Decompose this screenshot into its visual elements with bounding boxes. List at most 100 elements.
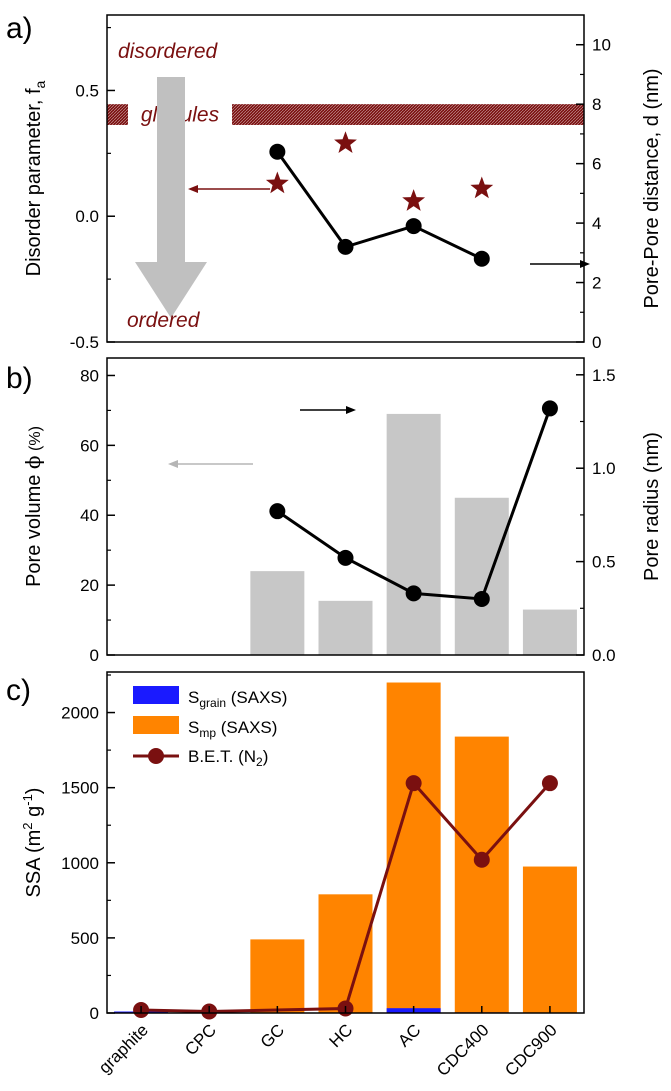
panel-b-right-tick-label: 0.0 bbox=[592, 646, 616, 665]
pore-volume-bar-CDC900 bbox=[522, 609, 577, 655]
left-axis-arrow-head bbox=[188, 185, 198, 193]
pore-distance-line bbox=[276, 150, 483, 261]
annotation-ordered: ordered bbox=[127, 309, 201, 332]
star-point-AC bbox=[402, 189, 426, 211]
panel-b-right-tick-label: 1.5 bbox=[592, 366, 616, 385]
legend-swatch-smp bbox=[133, 716, 179, 734]
panel-a-right-tick-label: 0 bbox=[592, 333, 601, 352]
pore-distance-point-CDC400 bbox=[473, 250, 490, 267]
panel-c-left-tick-label: 1000 bbox=[61, 854, 99, 873]
panel-c-ylabel-sup2: -1 bbox=[20, 794, 35, 806]
smp-bar-CDC400 bbox=[454, 736, 509, 1013]
panel-a-label: a) bbox=[6, 12, 33, 45]
panel-a-right-tick-label: 2 bbox=[592, 274, 601, 293]
panel-b-ylabel-left-main: Pore volume bbox=[23, 469, 45, 587]
panel-c-label: c) bbox=[6, 674, 31, 707]
star-point-HC bbox=[334, 131, 357, 153]
pore-radius-point-HC bbox=[337, 549, 354, 566]
bars-axis-arrow-head bbox=[168, 460, 178, 468]
pore-distance-point-AC bbox=[405, 218, 422, 235]
x-tick-label-CDC900: CDC900 bbox=[501, 1020, 561, 1080]
legend-bet-sub: 2 bbox=[256, 755, 263, 769]
panel-c-ylabel: SSA (m2 g-1) bbox=[20, 788, 45, 898]
legend-bet-main: B.E.T. (N bbox=[188, 747, 256, 766]
x-tick-label-AC: AC bbox=[394, 1020, 424, 1050]
legend-swatch-sgrain bbox=[133, 686, 179, 704]
panel-a-right-tick-label: 10 bbox=[592, 36, 611, 55]
panel-c-ylabel-main: SSA (m bbox=[23, 830, 45, 898]
star-point-GC bbox=[265, 171, 289, 194]
panel-a-ylabel-left-main: Disorder parameter, f bbox=[23, 88, 45, 276]
x-tick-label-graphite: graphite bbox=[95, 1020, 152, 1077]
panel-b-frame bbox=[106, 357, 585, 656]
bet-point-CDC400 bbox=[473, 851, 490, 868]
star-point-CDC400 bbox=[470, 176, 494, 199]
legend-sgrain-main: S bbox=[188, 688, 199, 707]
smp-bar-GC bbox=[250, 939, 305, 1013]
panel-b-ylabel-left-unit: (%) bbox=[27, 426, 44, 455]
panel-a-frame bbox=[106, 14, 585, 343]
legend-label-smp: Smp (SAXS) bbox=[188, 718, 277, 740]
order-arrow bbox=[135, 77, 207, 318]
smp-bar-CDC900 bbox=[522, 866, 577, 1013]
legend-label-sgrain: Sgrain (SAXS) bbox=[188, 688, 287, 710]
panel-c-left-tick-label: 0 bbox=[90, 1004, 99, 1023]
pore-volume-bar-AC bbox=[386, 413, 441, 655]
right-axis-arrow-head bbox=[580, 260, 590, 268]
legend-marker-bet bbox=[148, 748, 164, 764]
legend-sgrain-sub: grain bbox=[199, 696, 226, 710]
annotation-disordered: disordered bbox=[118, 40, 219, 63]
panel-c-ylabel-sup1: 2 bbox=[20, 822, 35, 829]
legend-smp-suffix: (SAXS) bbox=[216, 718, 277, 737]
panel-a-ylabel-right: Pore-Pore distance, d (nm) bbox=[641, 68, 663, 308]
x-tick-label-HC: HC bbox=[326, 1020, 357, 1051]
panel-a-ylabel-left-sub: a bbox=[32, 80, 48, 88]
panel-b-label: b) bbox=[6, 362, 33, 395]
x-tick-label-GC: GC bbox=[257, 1020, 288, 1051]
panel-a-right-tick-label: 8 bbox=[592, 95, 601, 114]
panel-c-ylabel-end: ) bbox=[23, 788, 45, 795]
panel-b-ylabel-left: Pore volume ϕ (%) bbox=[21, 426, 45, 587]
panel-c-left-tick-label: 1500 bbox=[61, 779, 99, 798]
panel-a-left-tick-label: 0.0 bbox=[75, 207, 99, 226]
pore-distance-point-GC bbox=[269, 143, 286, 160]
panel-b-left-tick-label: 60 bbox=[80, 436, 99, 455]
panel-b-left-tick-label: 0 bbox=[90, 646, 99, 665]
x-tick-label-CDC400: CDC400 bbox=[433, 1020, 493, 1080]
panel-c-ylabel-mid: g bbox=[23, 806, 45, 823]
panel-b-left-tick-label: 80 bbox=[80, 366, 99, 385]
panel-b-left-tick-label: 20 bbox=[80, 576, 99, 595]
bet-point-CDC900 bbox=[541, 775, 558, 792]
panel-a-right-tick-label: 6 bbox=[592, 155, 601, 174]
bet-point-AC bbox=[405, 775, 422, 792]
x-tick-label-CPC: CPC bbox=[181, 1020, 220, 1059]
panel-c-left-tick-label: 2000 bbox=[61, 704, 99, 723]
panel-b-ylabel-left-phi: ϕ bbox=[21, 455, 45, 469]
panel-b-left-tick-label: 40 bbox=[80, 506, 99, 525]
legend-sgrain-suffix: (SAXS) bbox=[226, 688, 287, 707]
pore-volume-bar-GC bbox=[250, 571, 305, 655]
pore-radius-point-GC bbox=[269, 503, 286, 520]
pore-distance-point-HC bbox=[337, 238, 354, 255]
legend-label-bet: B.E.T. (N2) bbox=[188, 747, 268, 769]
pore-volume-bar-HC bbox=[318, 600, 373, 655]
panel-a-left-tick-label: 0.5 bbox=[75, 81, 99, 100]
panel-b-right-tick-label: 0.5 bbox=[592, 553, 616, 572]
pore-radius-point-CDC400 bbox=[473, 590, 490, 607]
legend-smp-main: S bbox=[188, 718, 199, 737]
panel-b-right-tick-label: 1.0 bbox=[592, 459, 616, 478]
pore-volume-bar-CDC400 bbox=[454, 497, 509, 655]
smp-bar-HC bbox=[318, 894, 373, 1013]
radius-axis-arrow-head bbox=[346, 406, 356, 414]
bet-line bbox=[141, 780, 552, 1013]
pore-radius-point-AC bbox=[405, 585, 422, 602]
pore-radius-point-CDC900 bbox=[541, 400, 558, 417]
panel-b-ylabel-right: Pore radius (nm) bbox=[641, 432, 663, 581]
legend-bet-suffix: ) bbox=[263, 747, 269, 766]
panel-a-right-tick-label: 4 bbox=[592, 214, 601, 233]
panel-c-left-tick-label: 500 bbox=[71, 929, 99, 948]
legend-smp-sub: mp bbox=[199, 726, 216, 740]
panel-a-left-tick-label: -0.5 bbox=[70, 333, 99, 352]
panel-a-ylabel-left: Disorder parameter, fa bbox=[23, 80, 48, 276]
